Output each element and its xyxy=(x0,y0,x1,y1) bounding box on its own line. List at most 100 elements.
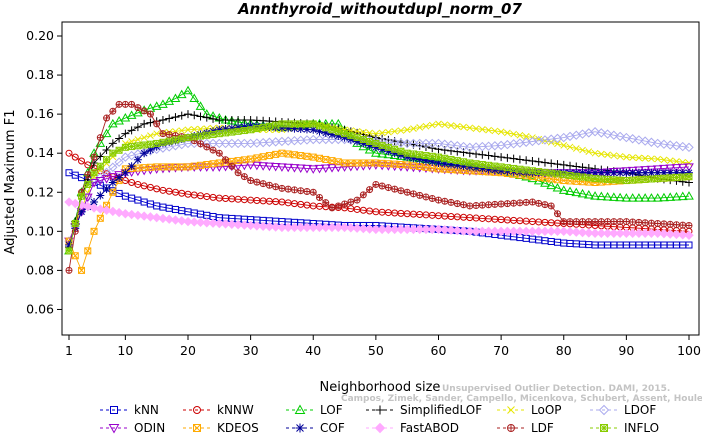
point-cof xyxy=(353,137,362,146)
point-inflo xyxy=(190,133,198,141)
point-simplifiedlof xyxy=(115,134,124,143)
point-ldf xyxy=(466,202,474,210)
point-fastabod xyxy=(421,224,431,235)
point-ldf xyxy=(641,219,649,227)
point-cof xyxy=(597,168,606,177)
point-inflo xyxy=(610,176,618,184)
point-inflo xyxy=(265,122,273,130)
point-ldf xyxy=(366,186,374,194)
point-simplifiedlof xyxy=(559,160,568,169)
point-fastabod xyxy=(371,224,381,235)
point-fastabod xyxy=(139,211,149,221)
point-fastabod xyxy=(483,226,494,237)
legend-item-odin: ODIN xyxy=(100,421,165,434)
point-cof xyxy=(572,168,581,177)
y-tick-label: 0.10 xyxy=(26,223,54,238)
point-ldof xyxy=(421,138,431,149)
point-fastabod xyxy=(446,225,456,235)
point-fastabod xyxy=(433,224,444,235)
point-fastabod xyxy=(264,221,275,232)
point-lof xyxy=(126,110,137,119)
point-ldf xyxy=(428,195,436,203)
point-fastabod xyxy=(584,228,594,238)
legend-label: SimplifiedLOF xyxy=(400,403,482,417)
point-cof xyxy=(371,143,380,152)
point-ldf xyxy=(121,100,129,108)
point-fastabod xyxy=(245,220,256,231)
point-ldf xyxy=(460,201,468,209)
legend-item-inflo: INFLO xyxy=(590,421,659,434)
point-inflo xyxy=(560,171,568,179)
point-loop xyxy=(385,128,392,136)
point-inflo xyxy=(347,132,355,140)
point-knnw xyxy=(71,153,79,161)
point-fastabod xyxy=(414,224,425,235)
point-lof xyxy=(590,191,600,200)
point-inflo xyxy=(460,158,468,166)
point-fastabod xyxy=(521,226,531,237)
point-inflo xyxy=(171,136,179,144)
point-inflo xyxy=(510,164,518,172)
point-cof xyxy=(434,158,443,167)
point-loop xyxy=(591,149,599,157)
point-loop xyxy=(616,152,624,160)
point-ldf xyxy=(272,183,280,191)
point-odin xyxy=(677,163,688,173)
point-cof xyxy=(227,124,236,133)
point-inflo xyxy=(222,129,230,137)
point-fastabod xyxy=(377,224,387,235)
point-ldof xyxy=(659,139,669,149)
point-ldof xyxy=(652,138,663,149)
point-ldof xyxy=(458,141,469,152)
point-ldf xyxy=(528,198,536,206)
point-cof xyxy=(609,168,618,177)
point-inflo xyxy=(253,125,261,133)
point-cof xyxy=(465,162,474,171)
point-inflo xyxy=(553,170,561,178)
point-fastabod xyxy=(289,222,300,233)
point-knnw xyxy=(153,185,161,193)
point-loop xyxy=(391,127,399,135)
point-inflo xyxy=(322,124,330,132)
point-ldof xyxy=(233,138,243,149)
point-ldof xyxy=(183,138,193,149)
point-fastabod xyxy=(89,203,99,213)
point-inflo xyxy=(447,155,455,163)
point-cof xyxy=(77,207,86,216)
point-fastabod xyxy=(133,210,143,221)
point-fastabod xyxy=(108,206,118,217)
point-fastabod xyxy=(458,226,469,236)
point-inflo xyxy=(535,168,543,176)
point-lof xyxy=(151,101,162,110)
point-loop xyxy=(410,125,417,132)
point-fastabod xyxy=(151,212,162,223)
point-ldof xyxy=(596,128,607,138)
point-fastabod xyxy=(233,219,243,230)
point-cof xyxy=(678,168,687,177)
point-cof xyxy=(302,125,311,134)
point-inflo xyxy=(215,130,223,138)
point-kdeos xyxy=(96,214,104,222)
point-ldf xyxy=(491,200,499,208)
point-fastabod xyxy=(540,226,550,237)
point-inflo xyxy=(372,139,380,147)
point-ldf xyxy=(591,218,599,226)
x-tick-label: 100 xyxy=(677,343,701,358)
point-fastabod xyxy=(346,223,356,233)
point-odin xyxy=(665,164,676,174)
point-kdeos xyxy=(109,188,117,196)
point-odin xyxy=(659,164,669,174)
point-ldf xyxy=(485,201,493,209)
point-simplifiedlof xyxy=(96,152,105,161)
legend-label: kNNW xyxy=(217,403,254,417)
legend-label: LoOP xyxy=(531,403,562,417)
point-ldof xyxy=(602,129,613,139)
point-ldf xyxy=(203,143,211,151)
point-fastabod xyxy=(508,226,519,237)
point-fastabod xyxy=(208,218,218,228)
point-cof xyxy=(328,130,337,139)
point-ldof xyxy=(646,137,657,147)
point-ldof xyxy=(108,162,118,172)
point-loop xyxy=(353,127,361,135)
point-loop xyxy=(372,130,380,138)
